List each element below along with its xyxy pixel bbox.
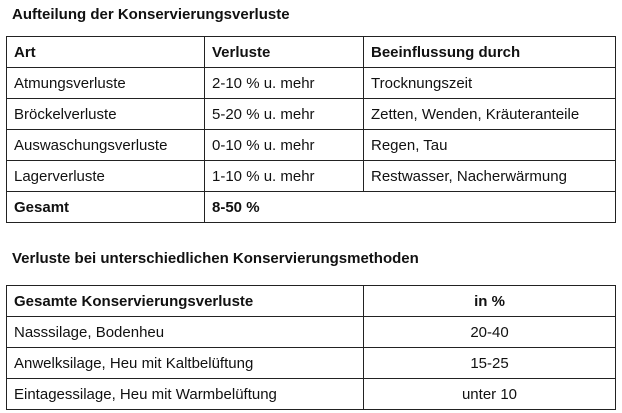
- methods-table: Gesamte Konservierungsverluste in % Nass…: [6, 285, 616, 410]
- table-row: Anwelksilage, Heu mit Kaltbelüftung 15-2…: [6, 347, 616, 379]
- table-row: Auswaschungsverluste 0-10 % u. mehr Rege…: [6, 129, 616, 161]
- table-row: Eintagessilage, Heu mit Warmbelüftung un…: [6, 378, 616, 410]
- cell: Atmungsverluste: [6, 67, 205, 99]
- cell: Bröckelverluste: [6, 98, 205, 130]
- table-row: Atmungsverluste 2-10 % u. mehr Trocknung…: [6, 67, 616, 99]
- cell: 15-25: [363, 347, 616, 379]
- table-row: Lagerverluste 1-10 % u. mehr Restwasser,…: [6, 160, 616, 192]
- cell: Zetten, Wenden, Kräuteranteile: [363, 98, 616, 130]
- table-header-row: Art Verluste Beeinflussung durch: [6, 36, 616, 68]
- cell: Anwelksilage, Heu mit Kaltbelüftung: [6, 347, 364, 379]
- table1-title: Aufteilung der Konservierungsverluste: [12, 6, 290, 23]
- table-row: Bröckelverluste 5-20 % u. mehr Zetten, W…: [6, 98, 616, 130]
- cell: Trocknungszeit: [363, 67, 616, 99]
- cell: Lagerverluste: [6, 160, 205, 192]
- header-cell: Verluste: [204, 36, 364, 68]
- cell: 0-10 % u. mehr: [204, 129, 364, 161]
- cell: unter 10: [363, 378, 616, 410]
- cell: 5-20 % u. mehr: [204, 98, 364, 130]
- total-label: Gesamt: [6, 191, 205, 223]
- cell: 20-40: [363, 316, 616, 348]
- cell: 1-10 % u. mehr: [204, 160, 364, 192]
- cell: Auswaschungsverluste: [6, 129, 205, 161]
- cell: Restwasser, Nacherwärmung: [363, 160, 616, 192]
- losses-breakdown-table: Art Verluste Beeinflussung durch Atmungs…: [6, 36, 616, 223]
- total-value: 8-50 %: [204, 191, 616, 223]
- header-cell: in %: [363, 285, 616, 317]
- header-cell: Gesamte Konservierungsverluste: [6, 285, 364, 317]
- table2-title: Verluste bei unterschiedlichen Konservie…: [12, 250, 419, 267]
- cell: Eintagessilage, Heu mit Warmbelüftung: [6, 378, 364, 410]
- header-cell: Art: [6, 36, 205, 68]
- cell: Nasssilage, Bodenheu: [6, 316, 364, 348]
- table-header-row: Gesamte Konservierungsverluste in %: [6, 285, 616, 317]
- cell: 2-10 % u. mehr: [204, 67, 364, 99]
- header-cell: Beeinflussung durch: [363, 36, 616, 68]
- total-row: Gesamt 8-50 %: [6, 191, 616, 223]
- cell: Regen, Tau: [363, 129, 616, 161]
- table-row: Nasssilage, Bodenheu 20-40: [6, 316, 616, 348]
